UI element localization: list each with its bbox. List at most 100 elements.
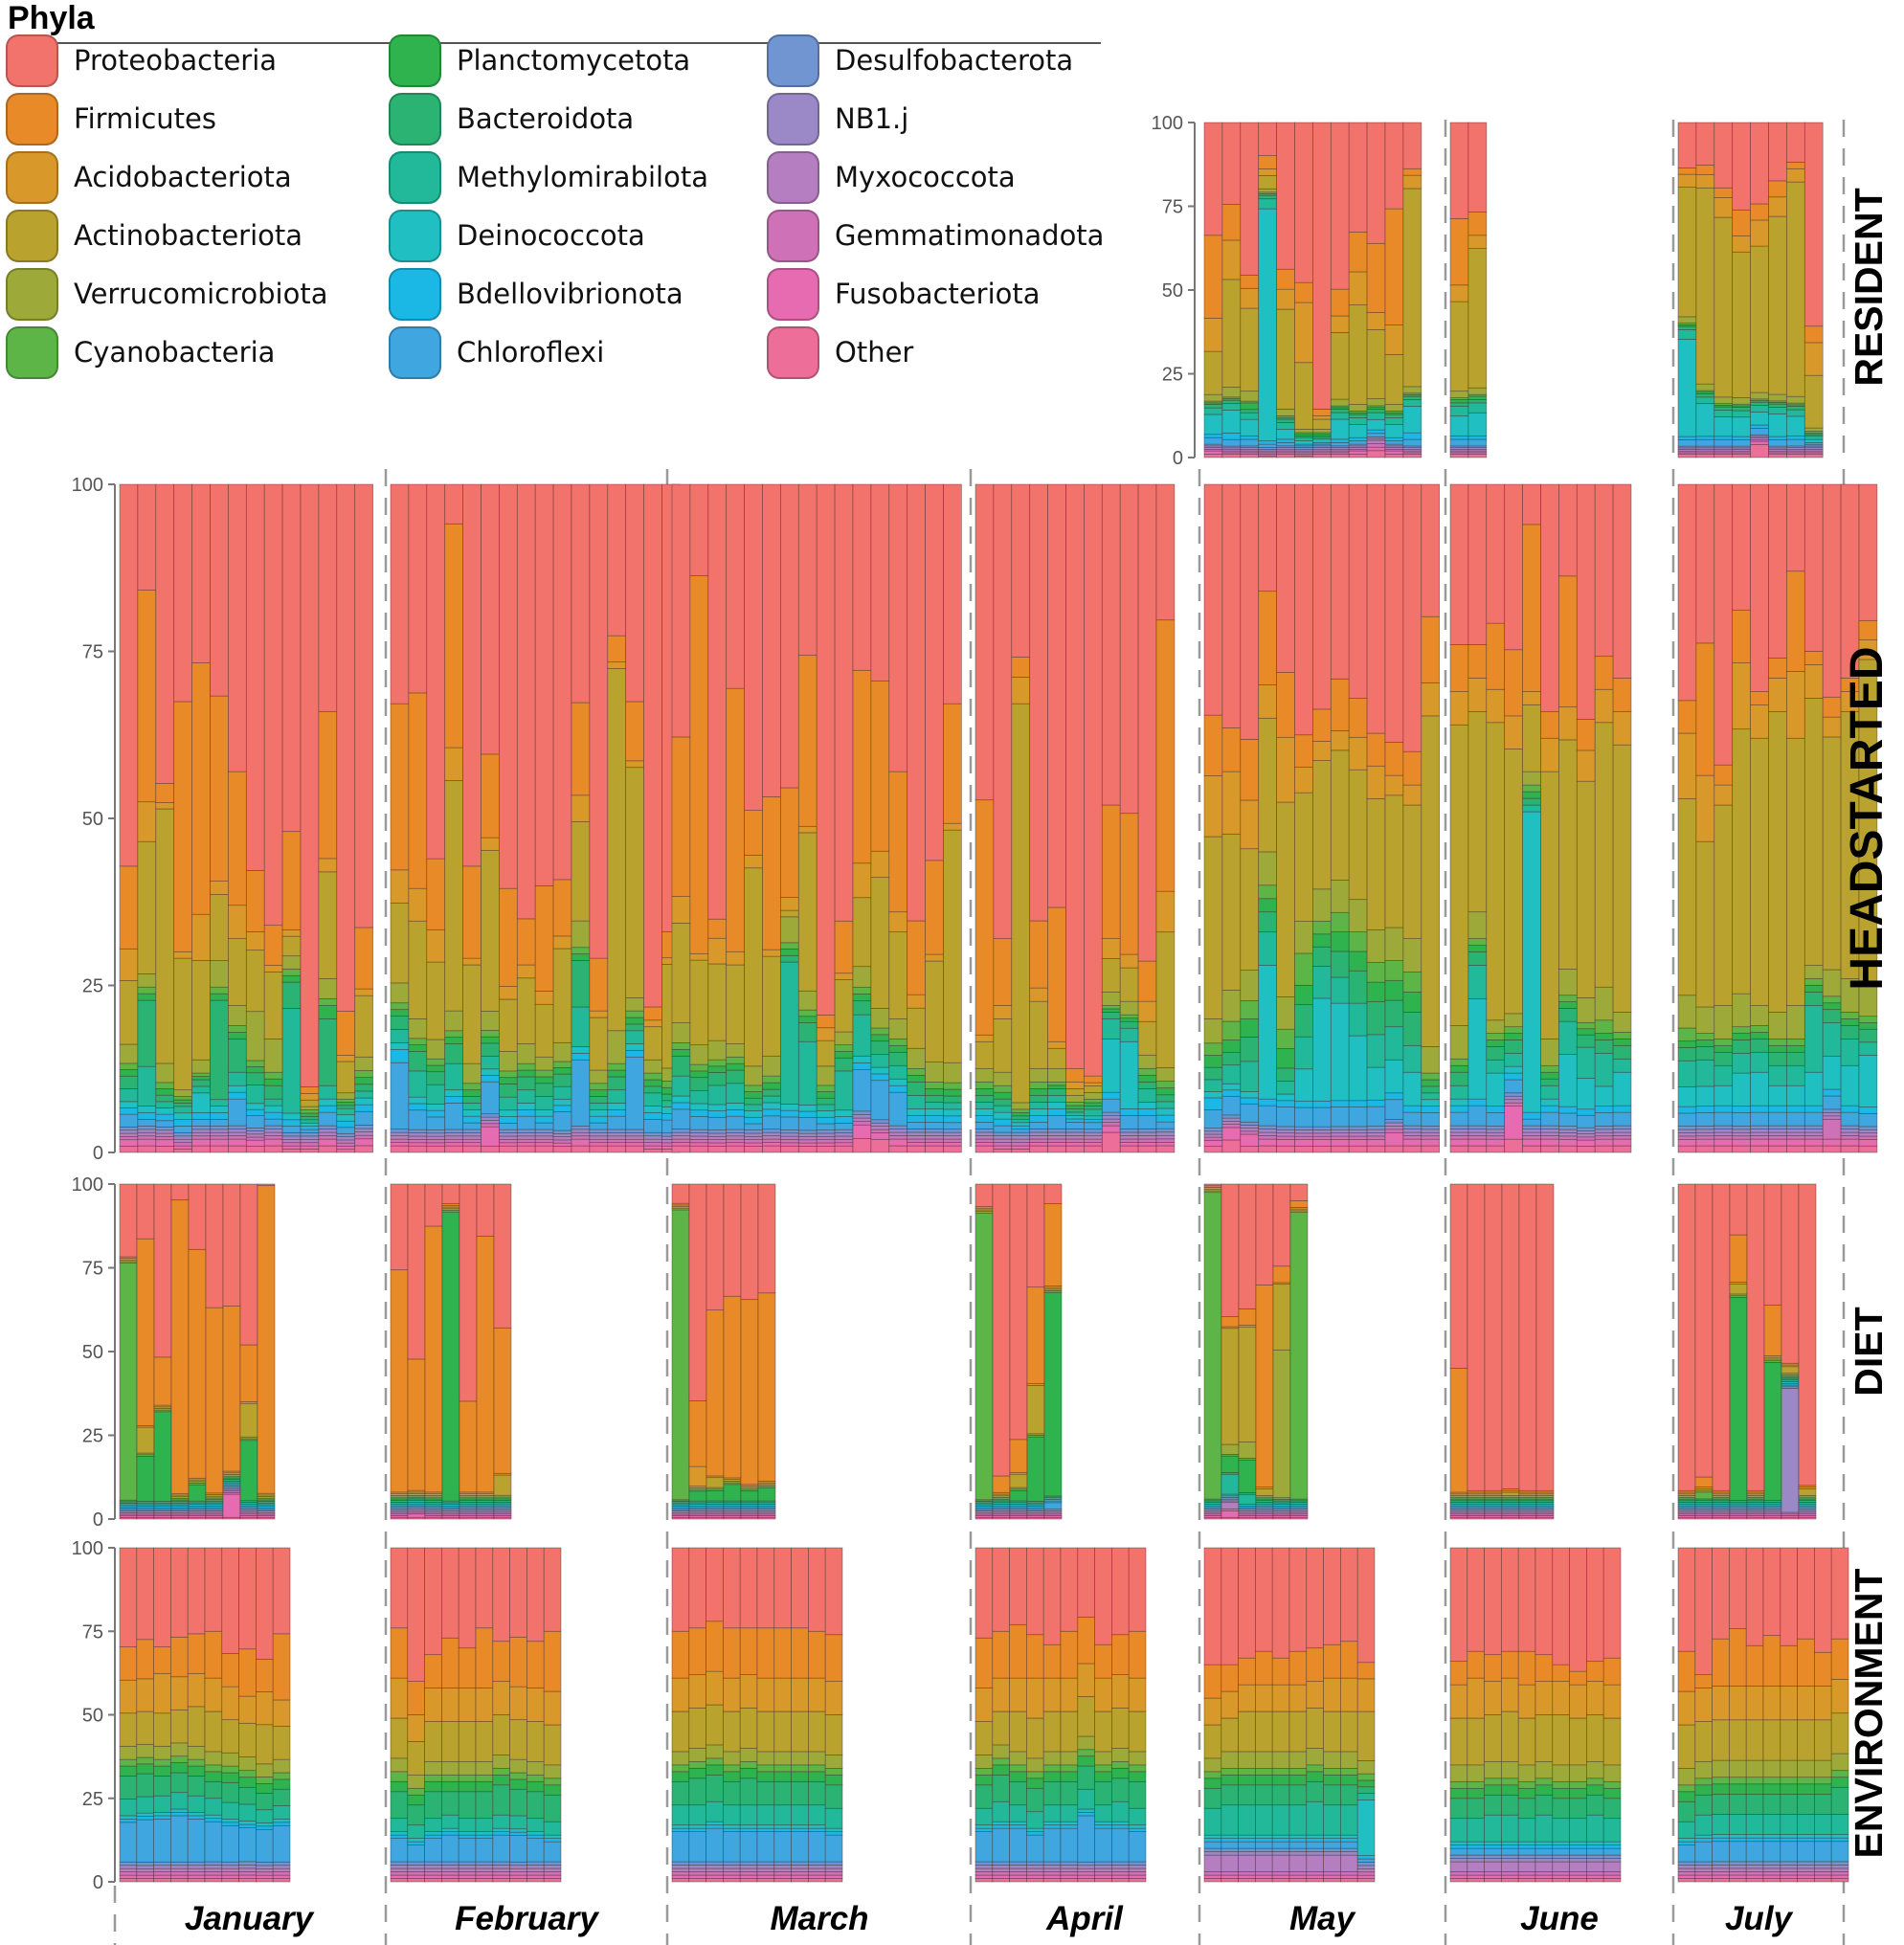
bar-segment-acidobacteriota (1340, 1677, 1358, 1712)
bar-segment-planctomycetota (245, 1065, 265, 1074)
bar-segment-bdellovibrionota (1732, 436, 1751, 440)
bar-segment-bdellovibrionota (475, 1834, 494, 1839)
bar-segment-proteobacteria (1535, 1183, 1555, 1491)
bar-segment-actinobacteriota (1501, 1491, 1520, 1496)
bar-segment-chloroflexi (1729, 1841, 1747, 1863)
bar-segment-fusobacteriota (671, 1142, 691, 1147)
bar-segment-myxococcota (723, 1867, 741, 1872)
bar-segment-nb1-j (1356, 1865, 1376, 1869)
bar-segment-deinococcota (1084, 1115, 1103, 1120)
bar-segment-desulfobacterota (1348, 1126, 1368, 1130)
bar-segment-chloroflexi (408, 1109, 428, 1130)
bar-segment-planctomycetota (300, 1112, 320, 1117)
bar-segment-proteobacteria (210, 483, 229, 697)
bar-segment-proteobacteria (773, 1547, 792, 1629)
bar-segment-methylomirabilota (221, 1801, 239, 1820)
bar-segment-actinobacteriota (824, 1714, 843, 1755)
bar-segment-planctomycetota (1421, 1079, 1441, 1087)
bar-segment-fusobacteriota (407, 1513, 426, 1518)
bar-segment-firmicutes (1576, 719, 1596, 751)
bar-segment-planctomycetota (993, 1091, 1013, 1100)
bar-segment-desulfobacterota (281, 1132, 302, 1137)
bar-segment-firmicutes (791, 1627, 809, 1679)
legend-label: Actinobacteriota (74, 219, 303, 252)
bar-segment-actinobacteriota (1449, 301, 1469, 392)
bar-segment-firmicutes (300, 1086, 320, 1094)
bar-segment-proteobacteria (263, 483, 283, 927)
bar-segment-other (1155, 1145, 1176, 1153)
bar-segment-actinobacteriota (1677, 187, 1697, 318)
bar-segment-fusobacteriota (136, 1874, 154, 1879)
bar-segment-fusobacteriota (1501, 1874, 1519, 1879)
bar-segment-acidobacteriota (462, 957, 482, 966)
bar-segment-proteobacteria (1203, 1547, 1222, 1666)
bar-segment-firmicutes (136, 1639, 154, 1680)
bar-segment-cyanobacteria (191, 1072, 211, 1077)
bar-segment-verrucomicrobiota (516, 1043, 536, 1064)
bar-segment-verrucomicrobiota (1534, 1761, 1554, 1779)
bar-segment-verrucomicrobiota (1240, 391, 1260, 402)
bar-segment-nb1-j (458, 1865, 477, 1869)
bar-segment-other (1576, 1146, 1596, 1153)
bar-segment-bdellovibrionota (1011, 1125, 1031, 1130)
bar-segment-actinobacteriota (1101, 958, 1121, 993)
bar-segment-gemmatimonadota (1750, 1135, 1769, 1140)
bar-segment-planctomycetota (552, 1067, 572, 1075)
bar-segment-verrucomicrobiota (762, 1055, 781, 1077)
bar-segment-bdellovibrionota (1768, 1105, 1787, 1113)
bar-segment-actinobacteriota (1402, 804, 1422, 939)
bar-segment-bdellovibrionota (888, 1084, 908, 1093)
bar-segment-deinococcota (458, 1831, 477, 1836)
bar-segment-proteobacteria (643, 483, 662, 1008)
bar-segment-actinobacteriota (1750, 245, 1769, 393)
bar-segment-desulfobacterota (534, 1129, 554, 1133)
bar-segment-proteobacteria (188, 1183, 207, 1250)
bar-segment-firmicutes (625, 701, 644, 762)
bar-segment-proteobacteria (1798, 1183, 1817, 1487)
bar-segment-verrucomicrobiota (499, 1051, 518, 1072)
bar-segment-acidobacteriota (607, 661, 627, 669)
bar-segment-gemmatimonadota (1047, 1138, 1066, 1143)
bar-segment-proteobacteria (1330, 483, 1350, 680)
bar-segment-desulfobacterota (888, 1125, 908, 1129)
bar-segment-actinobacteriota (1288, 1710, 1308, 1753)
bar-segment-planctomycetota (119, 1069, 139, 1077)
bar-segment-deinococcota (1340, 1834, 1358, 1839)
bar-segment-myxococcota (1128, 1867, 1147, 1872)
bar-segment-fusobacteriota (1128, 1874, 1147, 1879)
bar-segment-firmicutes (643, 1006, 662, 1021)
bar-segment-proteobacteria (1786, 483, 1805, 572)
bar-segment-firmicutes (888, 771, 908, 913)
bar-segment-methylomirabilota (300, 1119, 320, 1124)
bar-segment-proteobacteria (1065, 483, 1085, 1069)
bar-segment-bacteroidota (1594, 1040, 1614, 1054)
bar-segment-acidobacteriota (1612, 710, 1632, 746)
bar-segment-fusobacteriota (1780, 1874, 1798, 1879)
bar-segment-fusobacteriota (625, 1142, 644, 1147)
bar-segment-desulfobacterota (1677, 1126, 1697, 1130)
bar-segment-planctomycetota (509, 1778, 527, 1790)
bar-segment-other (300, 1149, 320, 1153)
bar-segment-acidobacteriota (187, 1672, 206, 1708)
bar-segment-fusobacteriota (245, 1139, 265, 1147)
bar-segment-actinobacteriota (1009, 1473, 1028, 1488)
bar-segment-planctomycetota (1009, 1490, 1028, 1502)
bar-segment-bacteroidota (137, 999, 157, 1067)
bar-segment-verrucomicrobiota (281, 955, 302, 970)
bar-segment-deinococcota (462, 1108, 482, 1117)
bar-segment-firmicutes (1384, 208, 1404, 325)
bar-segment-acidobacteriota (773, 1677, 792, 1712)
bar-segment-planctomycetota (756, 1771, 775, 1782)
bar-segment-planctomycetota (1111, 1767, 1130, 1779)
bar-segment-planctomycetota (791, 1771, 809, 1782)
bar-segment-deinococcota (1712, 1834, 1730, 1839)
bar-segment-nb1-j (1271, 1851, 1290, 1856)
bar-segment-proteobacteria (1486, 483, 1506, 624)
bar-segment-deinococcota (1238, 1834, 1256, 1839)
bar-segment-cyanobacteria (1289, 1212, 1309, 1500)
bar-segment-bdellovibrionota (1762, 1837, 1781, 1843)
bar-segment-firmicutes (744, 810, 763, 856)
bar-segment-actinobacteriota (1258, 175, 1277, 190)
bar-segment-verrucomicrobiota (1762, 1759, 1781, 1778)
bar-segment-other (1340, 1878, 1358, 1883)
